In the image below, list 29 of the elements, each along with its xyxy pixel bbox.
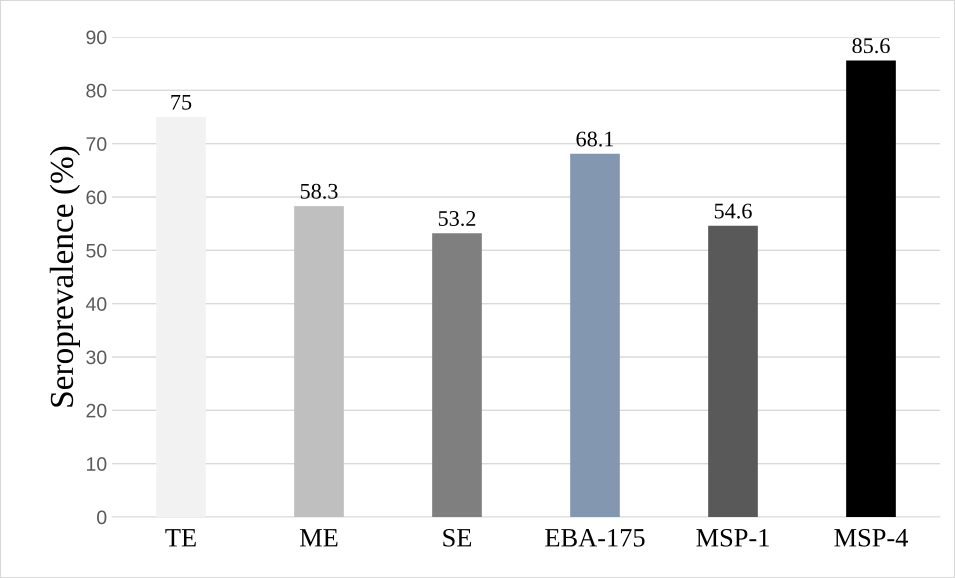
y-tick-label: 80 (86, 84, 106, 98)
bar (432, 233, 482, 517)
y-tick-label: 20 (86, 404, 106, 418)
bar (846, 60, 896, 517)
data-label: 54.6 (714, 204, 752, 219)
x-tick-label: ME (300, 529, 338, 546)
data-label: 75 (171, 94, 192, 110)
x-tick-label: MSP-1 (696, 528, 769, 547)
x-tick-label: MSP-4 (834, 528, 908, 547)
data-label: 68.1 (576, 132, 614, 147)
y-axis-title: Seroprevalence (%) (50, 146, 80, 407)
x-tick-label: SE (443, 528, 472, 547)
y-tick-label: 50 (86, 244, 106, 258)
x-tick-label: EBA-175 (545, 529, 645, 547)
bar (294, 206, 344, 517)
bar (708, 226, 758, 517)
bar (156, 117, 206, 517)
data-label: 58.3 (300, 184, 338, 199)
data-label: 85.6 (852, 38, 890, 54)
y-tick-label: 0 (97, 510, 106, 524)
data-label: 53.2 (438, 211, 476, 226)
x-tick-label: TE (165, 529, 196, 546)
y-tick-label: 40 (86, 297, 106, 311)
bar (570, 154, 620, 517)
y-tick-label: 30 (86, 350, 106, 364)
y-tick-label: 90 (86, 30, 106, 44)
y-tick-label: 10 (86, 457, 106, 471)
y-tick-label: 60 (86, 190, 106, 204)
y-tick-label: 70 (86, 137, 106, 151)
